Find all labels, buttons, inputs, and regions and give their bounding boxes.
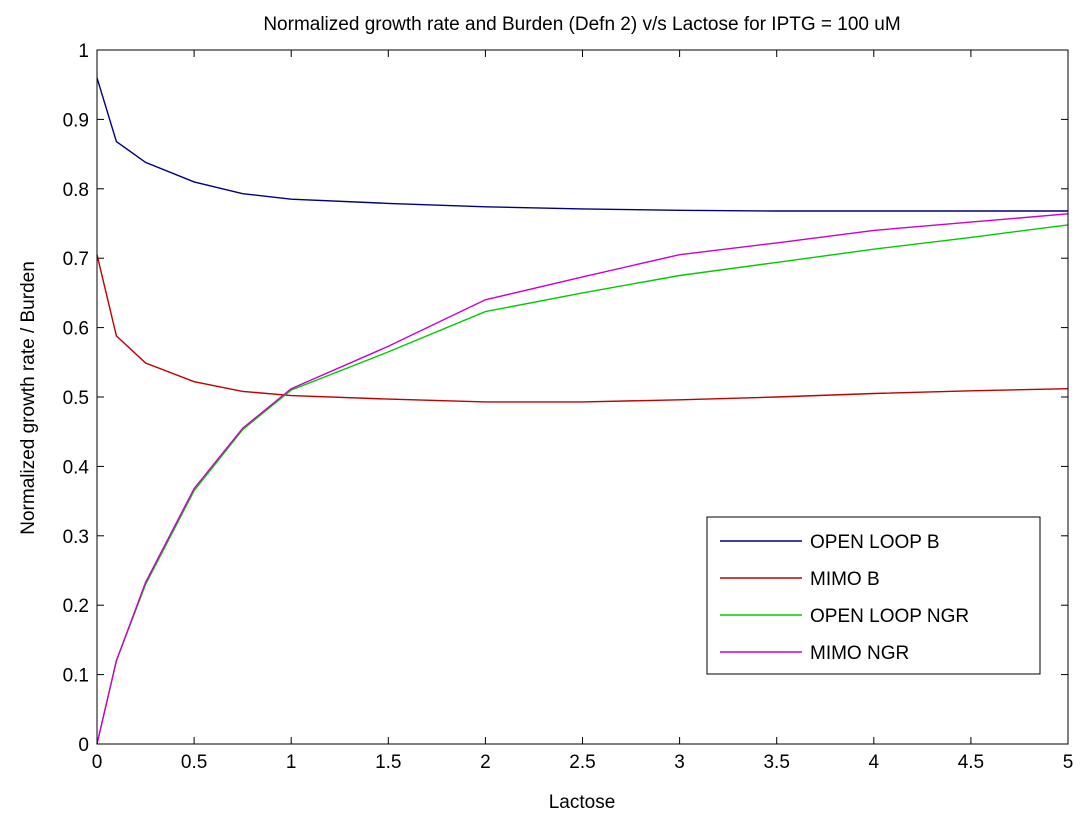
y-tick-label: 0.5 xyxy=(63,388,89,409)
y-tick-label: 0.4 xyxy=(63,457,90,478)
y-axis-label: Normalized growth rate / Burden xyxy=(18,261,39,535)
x-tick-label: 3.5 xyxy=(763,752,789,773)
legend-label-mimo-b: MIMO B xyxy=(810,569,880,590)
x-tick-label: 1.5 xyxy=(375,752,401,773)
y-tick-label: 0.6 xyxy=(63,319,89,340)
x-tick-label: 3 xyxy=(674,752,685,773)
legend-label-open-loop-ngr: OPEN LOOP NGR xyxy=(810,606,969,627)
y-tick-label: 0.1 xyxy=(63,666,89,687)
x-tick-label: 1 xyxy=(286,752,297,773)
y-tick-label: 0.8 xyxy=(63,180,89,201)
y-tick-label: 0.3 xyxy=(63,527,89,548)
series-line-mimo-ngr xyxy=(96,213,1069,745)
legend-label-open-loop-b: OPEN LOOP B xyxy=(810,532,940,553)
x-tick-label: 4.5 xyxy=(958,752,984,773)
series-line-open-loop-ngr xyxy=(96,224,1069,745)
legend: OPEN LOOP B MIMO B OPEN LOOP NGR MIMO NGR xyxy=(706,516,1041,675)
series-line-mimo-b xyxy=(96,254,1069,403)
chart-title: Normalized growth rate and Burden (Defn … xyxy=(263,14,900,35)
x-axis-label: Lactose xyxy=(549,792,616,813)
y-tick-label: 0.9 xyxy=(63,110,89,131)
x-tick-label: 5 xyxy=(1063,752,1074,773)
series-line-open-loop-b xyxy=(96,77,1068,212)
plot-area-frame xyxy=(96,49,1069,745)
y-tick-label: 1 xyxy=(78,41,89,62)
x-tick-label: 2 xyxy=(480,752,491,773)
x-tick-label: 0.5 xyxy=(181,752,207,773)
x-tick-label: 0 xyxy=(92,752,103,773)
legend-label-mimo-ngr: MIMO NGR xyxy=(810,643,909,664)
axis-ticks: 0 0.5 1 1.5 2 2.5 3 3.5 4 4.5 5 0 0.1 0.2 0.3 0.4 0.5 0.6… xyxy=(63,41,1074,773)
y-tick-label: 0 xyxy=(78,735,89,756)
y-tick-label: 0.7 xyxy=(63,249,89,270)
x-tick-label: 2.5 xyxy=(569,752,595,773)
y-tick-label: 0.2 xyxy=(63,596,89,617)
x-tick-label: 4 xyxy=(869,752,880,773)
series-lines xyxy=(96,77,1069,745)
legend-box xyxy=(706,516,1041,675)
